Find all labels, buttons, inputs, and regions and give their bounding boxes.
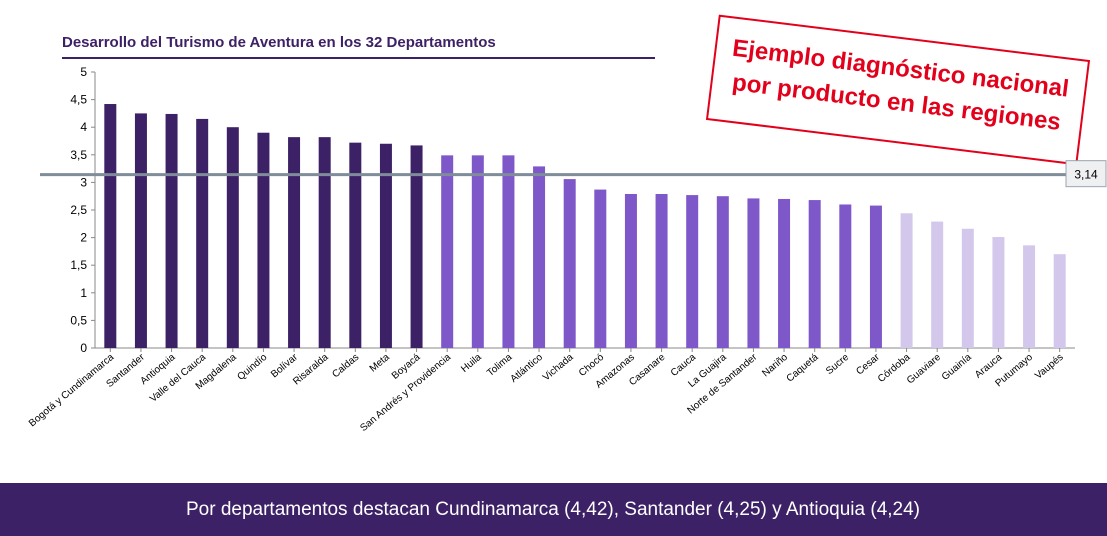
bar [931,221,944,348]
bar [226,127,239,348]
reference-label: 3,14 [1074,168,1098,182]
bar [992,237,1005,348]
bar [196,118,209,348]
y-tick-label: 4,5 [70,93,87,107]
footer-text: Por departamentos destacan Cundinamarca … [186,499,920,520]
y-tick-label: 4 [80,120,87,134]
bar [624,193,637,348]
y-tick-label: 5 [80,65,87,79]
bar [379,143,392,348]
bar [533,166,546,348]
bar [471,155,484,348]
footer-band [0,483,1107,536]
bar [502,155,515,348]
bar [778,198,791,348]
chart-title: Desarrollo del Turismo de Aventura en lo… [62,34,496,51]
bar [961,228,974,348]
stamp: Ejemplo diagnóstico nacional por product… [705,14,1091,166]
y-tick-label: 2,5 [70,203,87,217]
bar [594,189,607,348]
reference-label-box [1065,160,1107,188]
y-tick-label: 3,5 [70,148,87,162]
y-tick-label: 3 [80,175,87,189]
bar [747,198,760,348]
bar [900,213,913,348]
bar [1023,245,1036,348]
y-tick-label: 2 [80,231,87,245]
bar [716,196,729,348]
bar [257,132,270,348]
bar [318,137,331,348]
y-tick-label: 0,5 [70,313,87,327]
bar [349,142,362,348]
bar [410,145,423,348]
y-tick-label: 1,5 [70,258,87,272]
bar [441,155,454,348]
bar [288,137,301,348]
bar [655,193,668,348]
bar [563,179,576,348]
stamp-border [705,14,1091,166]
bar [134,113,147,349]
bar [839,204,852,348]
bar [104,104,117,349]
bar [686,195,699,348]
bar [165,113,178,349]
bar [869,205,882,348]
bar [808,200,821,348]
y-tick-label: 0 [80,341,87,355]
y-tick-label: 1 [80,286,87,300]
bar [1053,254,1066,348]
